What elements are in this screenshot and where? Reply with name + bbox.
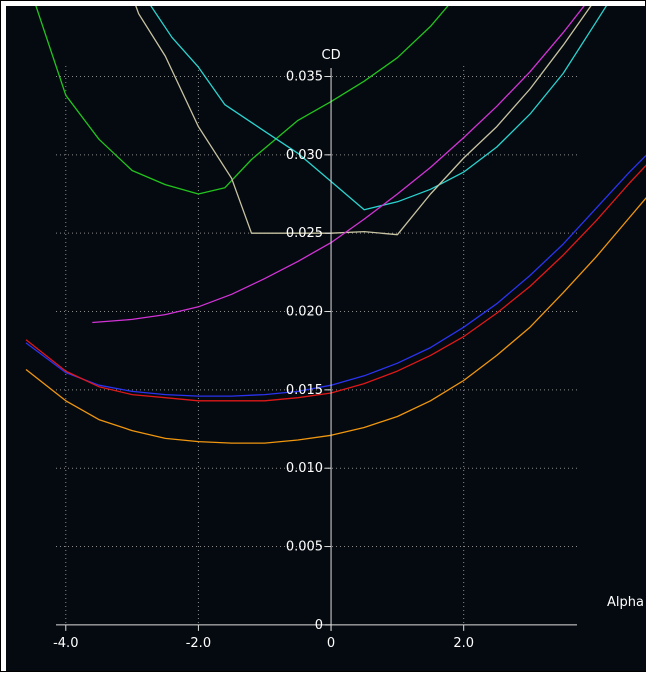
cd-alpha-chart: -4.0 -2.0 0 2.0 0 0.005 0.010 0.015 0.020 0.025 0.… (6, 6, 646, 671)
plot-area: -4.0 -2.0 0 2.0 0 0.005 0.010 0.015 0.020 0.025 0.… (6, 6, 646, 671)
y-tick-label: 0.005 (286, 540, 323, 555)
y-tick-label: 0.030 (286, 148, 323, 163)
y-tick-label: 0.025 (286, 226, 323, 241)
series-lines (6, 6, 646, 443)
series-line-4 (92, 6, 646, 322)
y-tick-label: 0.035 (286, 70, 323, 85)
y-tick-label: 0.020 (286, 305, 323, 320)
series-line-1 (6, 6, 530, 194)
y-axis-label: CD (322, 48, 341, 63)
series-line-7 (26, 186, 646, 443)
x-tick-label: 2.0 (453, 636, 474, 651)
series-line-5 (26, 145, 646, 396)
series-line-6 (26, 155, 646, 401)
x-tick-label: -4.0 (53, 636, 78, 651)
x-axis-label: Alpha (607, 595, 644, 610)
x-tick-label: -2.0 (186, 636, 211, 651)
y-tick-label: 0.010 (286, 461, 323, 476)
x-tick-label: 0 (327, 636, 335, 651)
y-tick-label: 0.015 (286, 383, 323, 398)
tick-labels: -4.0 -2.0 0 2.0 0 0.005 0.010 0.015 0.020 0.025 0.… (53, 48, 644, 651)
series-line-3 (126, 6, 646, 235)
y-tick-label: 0 (315, 618, 323, 633)
